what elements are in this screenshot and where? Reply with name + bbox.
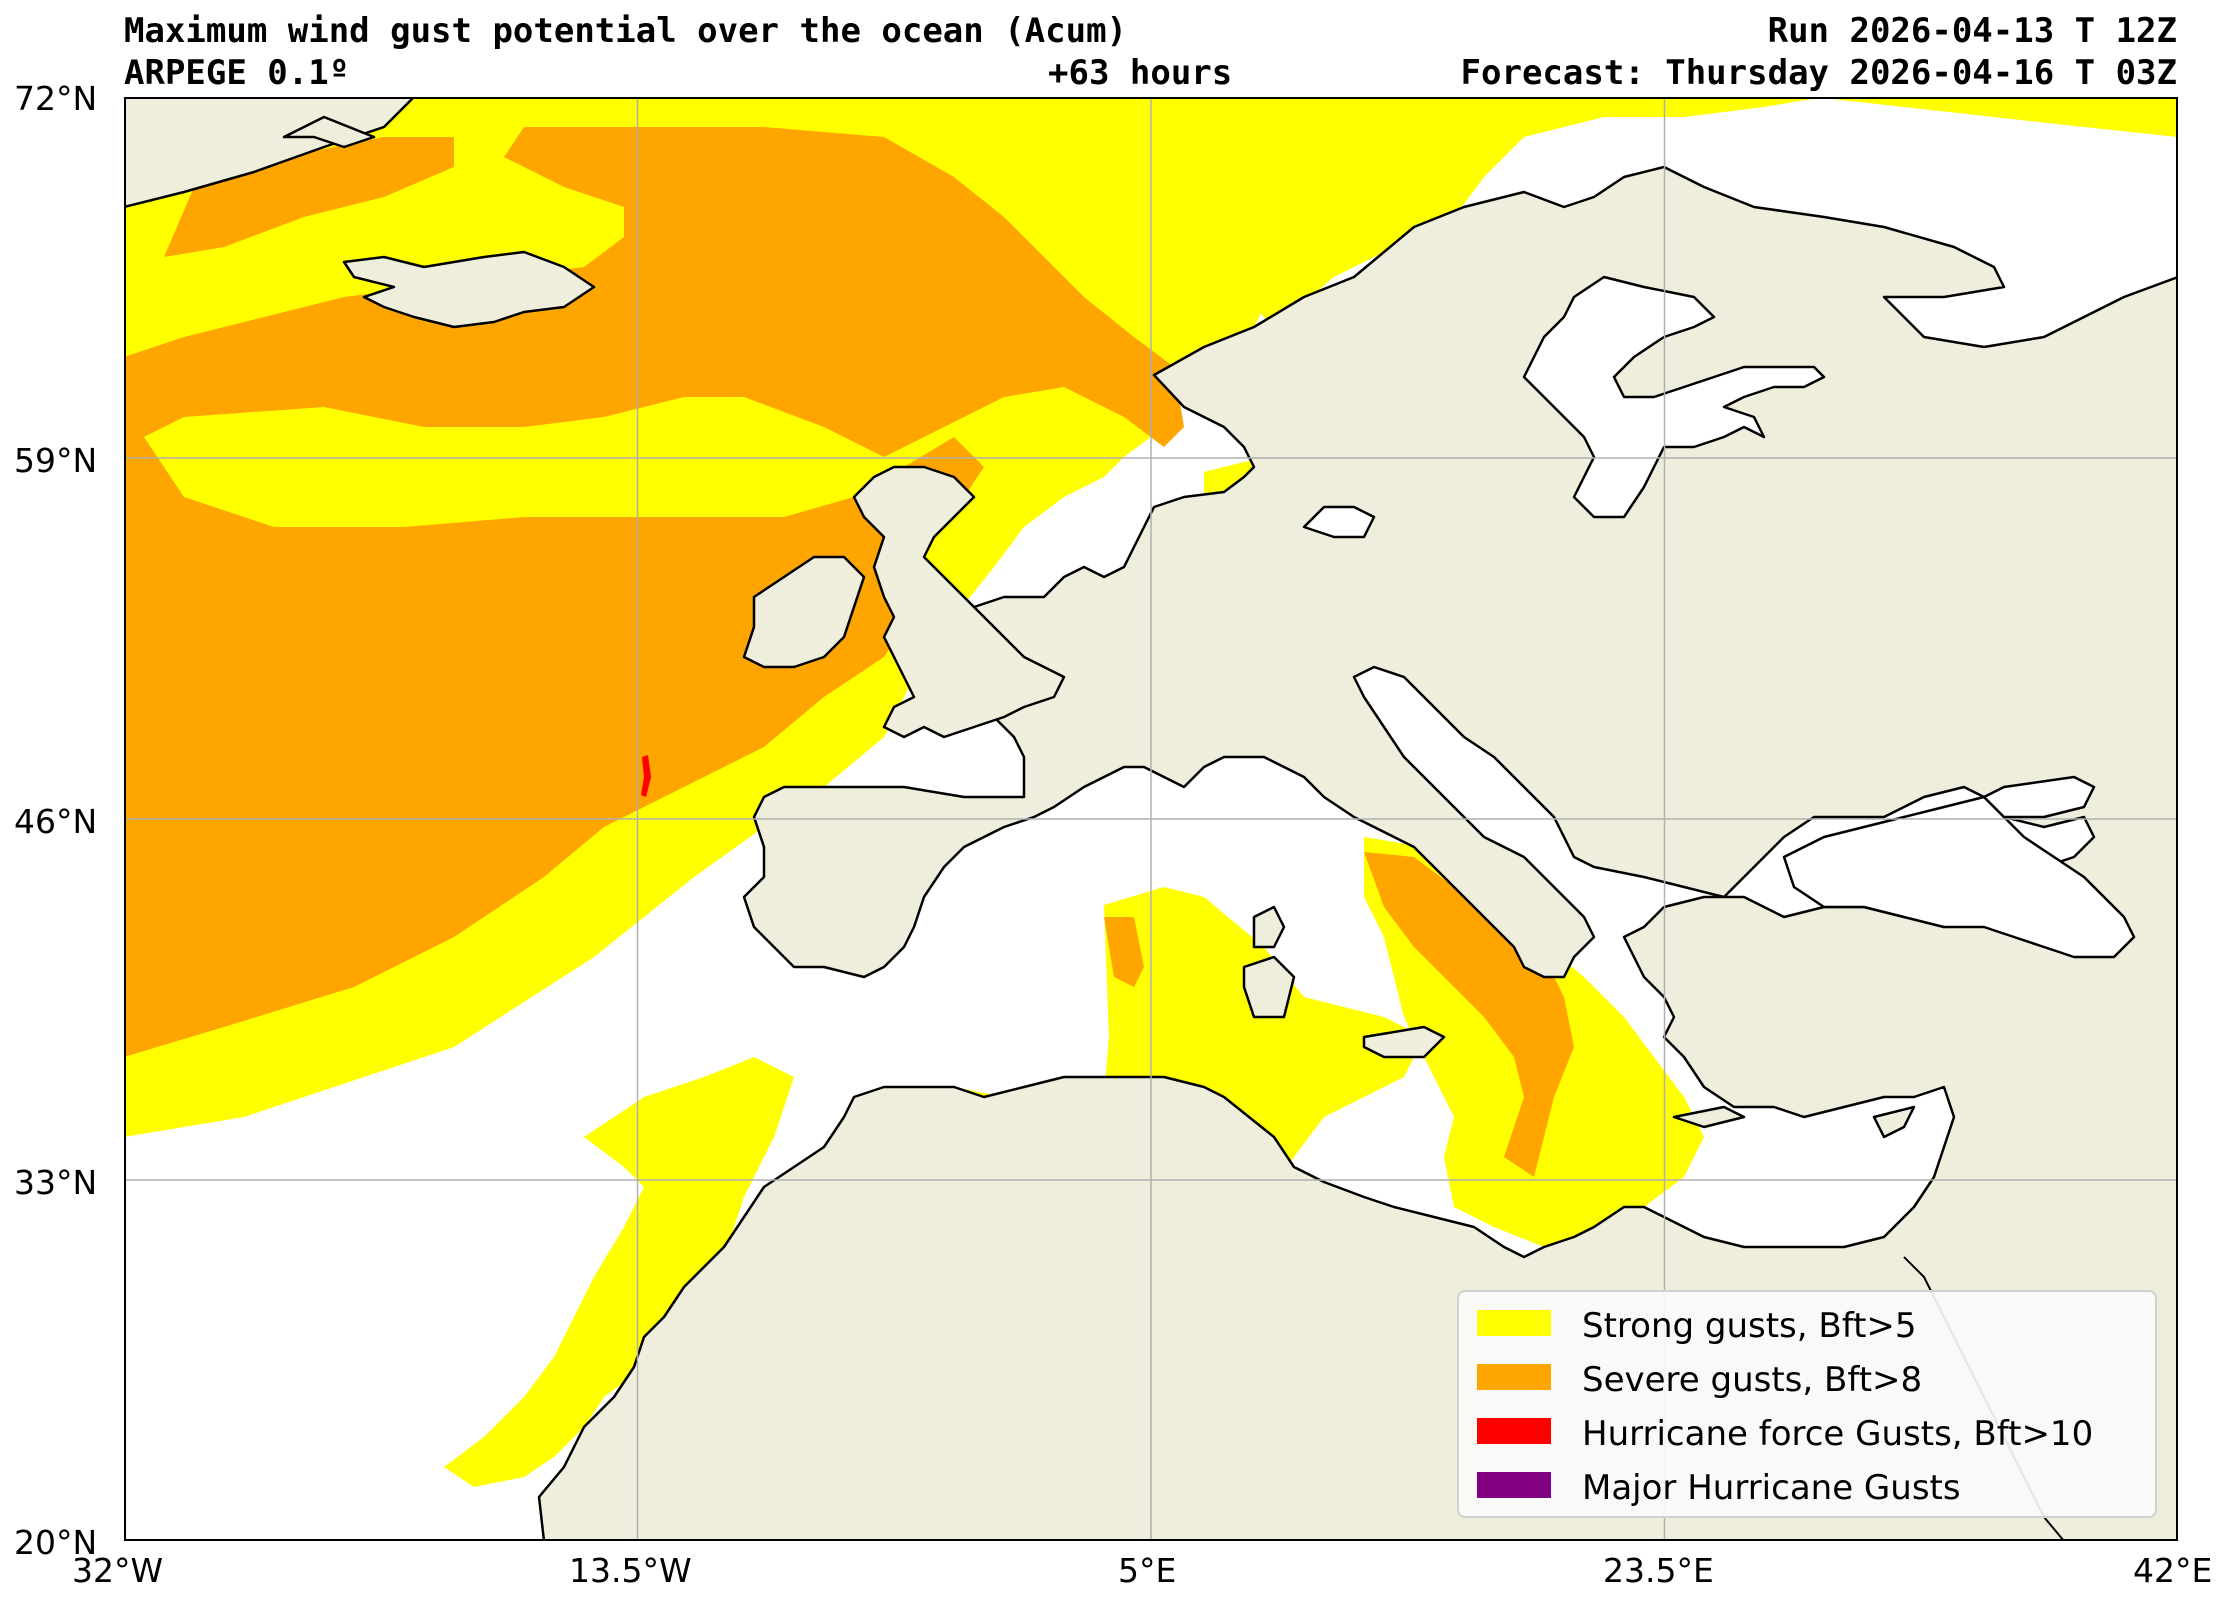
legend-label-major: Major Hurricane Gusts <box>1582 1468 1961 1508</box>
lon-tick-42e: 42°E <box>2133 1551 2213 1590</box>
legend-label-hurricane: Hurricane force Gusts, Bft>10 <box>1582 1414 2094 1454</box>
map-legend: Strong gusts, Bft>5 Severe gusts, Bft>8 … <box>1457 1290 2157 1518</box>
legend-label-severe: Severe gusts, Bft>8 <box>1582 1360 1923 1400</box>
gust-map <box>124 97 2178 1541</box>
legend-swatch-strong <box>1477 1310 1551 1336</box>
forecast-label: Forecast: Thursday 2026-04-16 T 03Z <box>1460 53 2177 93</box>
lat-tick-46: 46°N <box>14 802 98 841</box>
legend-swatch-major <box>1477 1472 1551 1498</box>
legend-swatch-hurricane <box>1477 1418 1551 1444</box>
lon-tick-13-5w: 13.5°W <box>569 1551 692 1590</box>
legend-swatch-severe <box>1477 1364 1551 1390</box>
legend-label-strong: Strong gusts, Bft>5 <box>1582 1306 1917 1346</box>
map-title: Maximum wind gust potential over the oce… <box>124 11 1128 51</box>
land-masses <box>124 97 2178 1541</box>
lon-tick-5e: 5°E <box>1118 1551 1177 1590</box>
lead-time-label: +63 hours <box>1048 53 1233 93</box>
run-label: Run 2026-04-13 T 12Z <box>1767 11 2177 51</box>
lat-tick-33: 33°N <box>14 1163 98 1202</box>
model-label: ARPEGE 0.1º <box>124 53 350 93</box>
lat-tick-72: 72°N <box>14 79 98 118</box>
severe-gusts-area <box>124 127 1574 1177</box>
hurricane-gusts-area <box>641 755 651 797</box>
lon-tick-23-5e: 23.5°E <box>1603 1551 1714 1590</box>
map-frame <box>124 97 2178 1541</box>
lon-tick-32w: 32°W <box>72 1551 164 1590</box>
lat-tick-59: 59°N <box>14 441 98 480</box>
lat-tick-20: 20°N <box>14 1523 98 1562</box>
